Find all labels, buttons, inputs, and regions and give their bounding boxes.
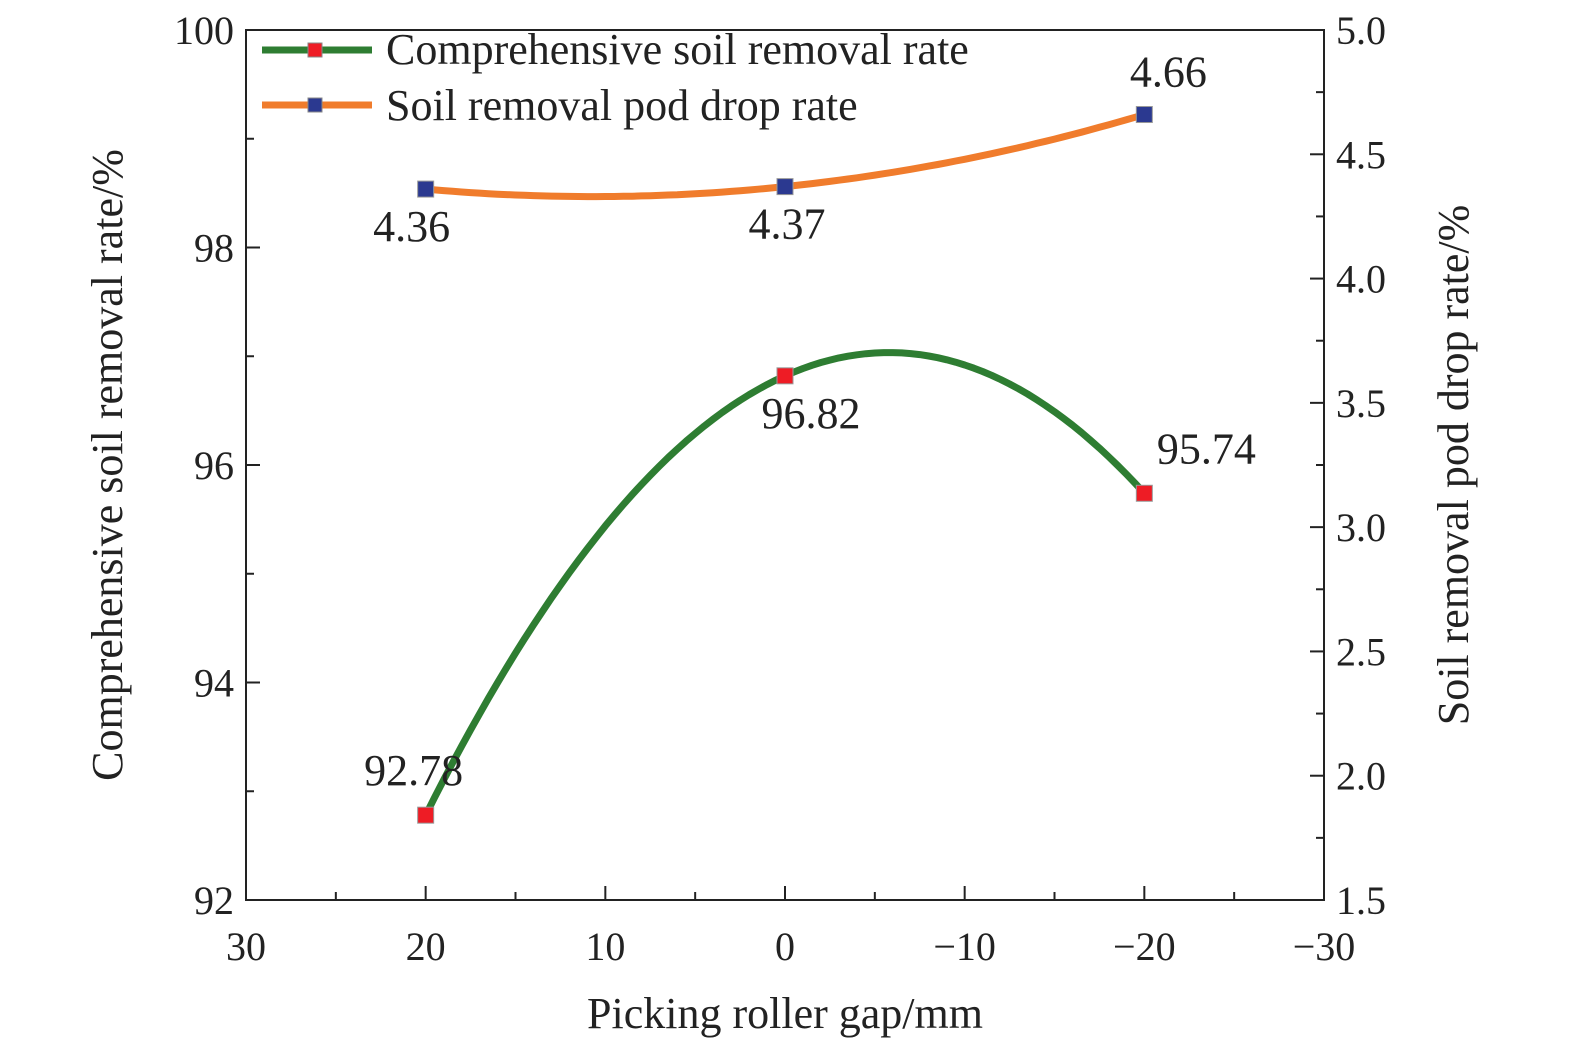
left-y-tick-label: 92 [194, 878, 234, 923]
data-marker [776, 178, 794, 196]
legend-label-pod-drop-rate: Soil removal pod drop rate [386, 81, 858, 130]
legend-marker-removal-rate [307, 42, 323, 58]
x-tick-label: 30 [226, 924, 266, 969]
data-marker [417, 180, 435, 198]
x-tick-label: 20 [406, 924, 446, 969]
right-y-tick-label: 3.0 [1336, 505, 1386, 550]
right-y-tick-label: 2.0 [1336, 754, 1386, 799]
data-markers [417, 106, 1153, 824]
x-tick-label: −20 [1113, 924, 1176, 969]
right-y-tick-label: 3.5 [1336, 381, 1386, 426]
right-y-tick-label: 4.0 [1336, 257, 1386, 302]
x-tick-label: −30 [1293, 924, 1356, 969]
data-label: 4.36 [373, 202, 450, 251]
axis-tick-labels: 30 20 10 0 −10 −20 −30929496981001.52.02.53.03… [174, 8, 1386, 969]
left-y-tick-label: 94 [194, 661, 234, 706]
x-tick-label: −10 [933, 924, 996, 969]
data-label: 4.66 [1130, 48, 1207, 97]
right-y-tick-label: 1.5 [1336, 878, 1386, 923]
right-y-tick-label: 2.5 [1336, 629, 1386, 674]
legend-marker-pod-drop-rate [307, 97, 323, 113]
data-labels: 92.78 96.82 95.74 4.36 4.37 4.66 [364, 48, 1256, 796]
x-axis-title: Picking roller gap/mm [587, 989, 983, 1038]
left-y-tick-label: 98 [194, 226, 234, 271]
right-y-axis-title: Soil removal pod drop rate/% [1429, 205, 1478, 726]
data-label: 4.37 [749, 200, 826, 249]
axis-ticks [245, 29, 1325, 901]
left-y-axis-title: Comprehensive soil removal rate/% [83, 149, 132, 781]
data-label: 95.74 [1157, 424, 1256, 473]
x-tick-label: 0 [775, 924, 795, 969]
data-label: 92.78 [364, 746, 463, 795]
left-y-tick-label: 100 [174, 8, 234, 53]
data-marker [776, 367, 794, 385]
data-marker [1135, 106, 1153, 124]
right-y-tick-label: 4.5 [1336, 132, 1386, 177]
left-y-tick-label: 96 [194, 443, 234, 488]
legend-label-removal-rate: Comprehensive soil removal rate [386, 25, 969, 74]
legend: Comprehensive soil removal rate Soil rem… [262, 25, 969, 130]
data-label: 96.82 [762, 389, 861, 438]
data-marker [417, 806, 435, 824]
x-tick-label: 10 [585, 924, 625, 969]
right-y-tick-label: 5.0 [1336, 8, 1386, 53]
data-marker [1135, 484, 1153, 502]
